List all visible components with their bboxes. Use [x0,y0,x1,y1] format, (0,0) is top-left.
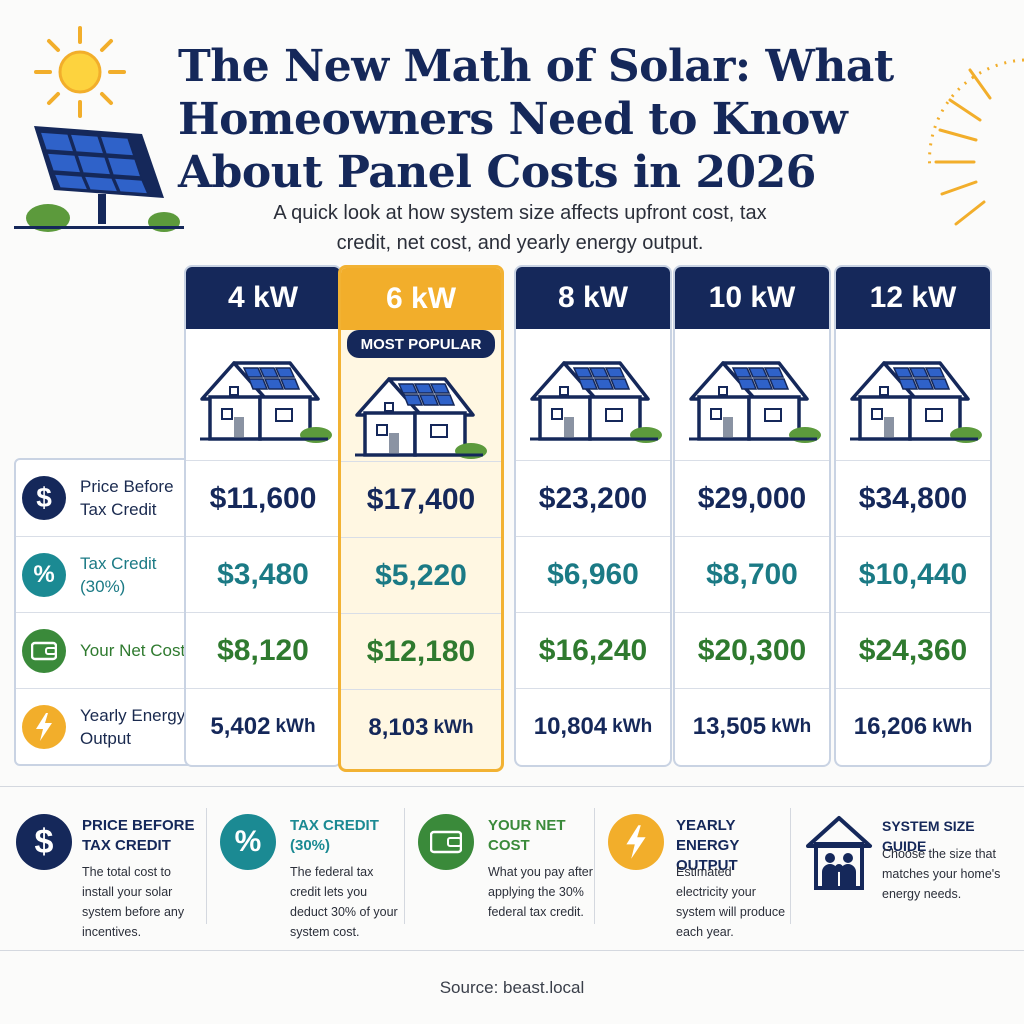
house-icon [349,363,489,464]
dollar-icon: $ [16,814,72,870]
family-house-icon [806,816,872,890]
yearly-energy-value: 13,505 kWh [675,688,829,764]
legend-title: PRICE BEFORE TAX CREDIT [82,817,195,854]
percent-icon: % [22,552,66,597]
legend-title: YOUR NET COST [488,817,566,854]
price-before-credit-value: $34,800 [836,460,990,536]
legend-description: The federal tax credit lets you deduct 3… [290,865,398,939]
wallet-icon [22,628,66,673]
sun-icon [34,26,126,118]
column-4kw: 4 kW $11,600 $3,480 $8,120 5,402 kWh [184,265,342,767]
solar-panel-icon [14,126,184,232]
row-label-credit: % Tax Credit (30%) [16,536,186,612]
column-6kw: 6 kW MOST POPULAR $17,400 $5,220 $12,180… [338,265,504,772]
legend-title: SYSTEM SIZE GUIDE [882,818,975,854]
legend-description: What you pay after applying the 30% fede… [488,865,593,919]
row-label-text: Yearly Energy Output [80,705,186,748]
row-label-price: $ Price Before Tax Credit [16,460,186,536]
legend-title: YEARLY ENERGY OUTPUT [676,817,740,874]
row-labels: $ Price Before Tax Credit % Tax Credit (… [14,458,188,766]
price-before-credit-value: $17,400 [341,461,501,537]
percent-icon: % [220,814,276,870]
page-title: The New Math of Solar: What Homeowners N… [178,41,894,198]
row-label-text: Tax Credit (30%) [80,553,157,596]
tax-credit-value: $5,220 [341,537,501,613]
sunburst-icon [928,58,1024,226]
house-icon [844,347,984,448]
legend-description: Estimated electricity your system will p… [676,865,786,939]
column-size-header: 8 kW [516,267,670,329]
price-before-credit-value: $11,600 [186,460,340,536]
yearly-energy-value: 10,804 kWh [516,688,670,764]
row-label-energy: Yearly Energy Output [16,688,186,764]
net-cost-value: $20,300 [675,612,829,688]
house-icon [524,347,664,448]
lightning-icon [608,814,664,870]
net-cost-value: $12,180 [341,613,501,689]
net-cost-value: $16,240 [516,612,670,688]
most-popular-badge: MOST POPULAR [347,330,495,358]
source-note: Source: beast.local [439,978,585,997]
column-10kw: 10 kW $29,000 $8,700 $20,300 13,505 kWh [673,265,831,767]
row-label-net: Your Net Cost [16,612,186,688]
row-label-text: Price Before Tax Credit [80,477,174,519]
tax-credit-value: $3,480 [186,536,340,612]
net-cost-value: $24,360 [836,612,990,688]
price-before-credit-value: $29,000 [675,460,829,536]
price-before-credit-value: $23,200 [516,460,670,536]
yearly-energy-value: 5,402 kWh [186,688,340,764]
lightning-icon [22,704,66,749]
house-icon [683,347,823,448]
row-label-text: Your Net Cost [80,641,186,660]
tax-credit-value: $6,960 [516,536,670,612]
net-cost-value: $8,120 [186,612,340,688]
column-size-header: 10 kW [675,267,829,329]
column-8kw: 8 kW $23,200 $6,960 $16,240 10,804 kWh [514,265,672,767]
legend-description: Choose the size that matches your home's… [882,847,1001,901]
legend-description: The total cost to install your solar sys… [82,865,185,939]
legend-title: TAX CREDIT (30%) [290,817,379,854]
tax-credit-value: $8,700 [675,536,829,612]
yearly-energy-value: 16,206 kWh [836,688,990,764]
column-size-header: 6 kW [341,268,501,330]
column-12kw: 12 kW $34,800 $10,440 $24,360 16,206 kWh [834,265,992,767]
column-size-header: 4 kW [186,267,340,329]
column-size-header: 12 kW [836,267,990,329]
dollar-icon: $ [22,476,66,520]
tax-credit-value: $10,440 [836,536,990,612]
page-subtitle: A quick look at how system size affects … [273,202,767,254]
yearly-energy-value: 8,103 kWh [341,689,501,765]
house-icon [194,347,334,448]
wallet-icon [418,814,474,870]
